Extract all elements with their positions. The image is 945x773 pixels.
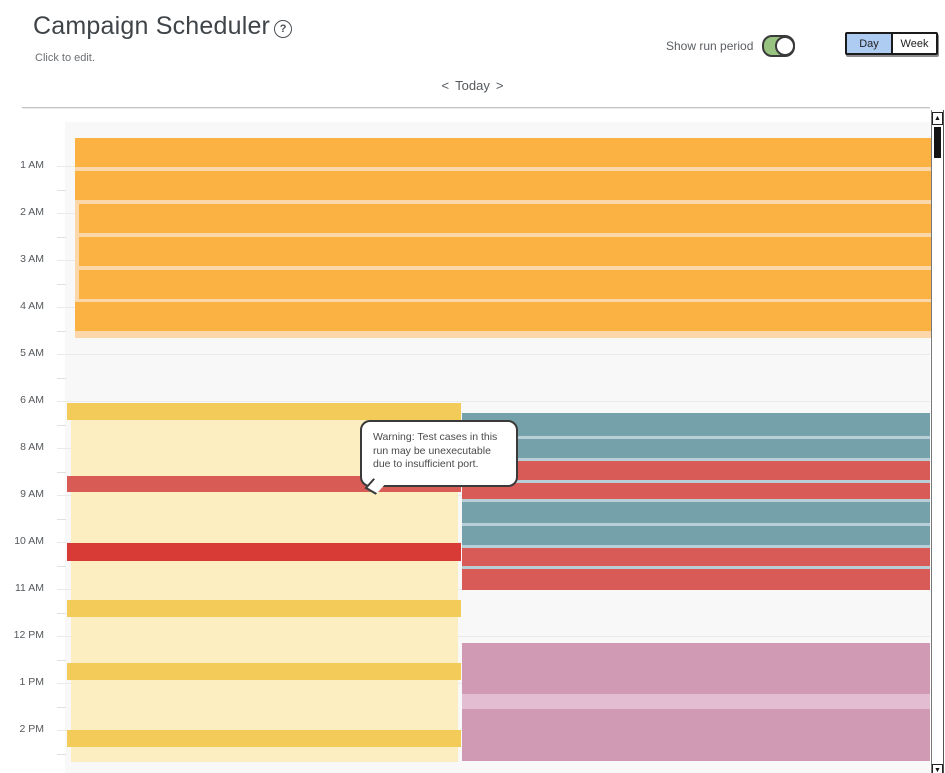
run-yellow-accents[interactable] (67, 403, 461, 747)
run-teal[interactable] (462, 413, 930, 590)
run-teal-bar[interactable] (462, 526, 930, 545)
time-label: 10 AM (14, 535, 44, 547)
half-hour-tick (57, 659, 66, 661)
run-teal-bar[interactable] (462, 483, 930, 499)
run-yellow-accents-bar[interactable] (67, 730, 461, 747)
week-button[interactable]: Week (891, 34, 936, 53)
run-teal-bar[interactable] (462, 439, 930, 458)
prev-day-button[interactable]: < (441, 78, 450, 93)
time-label: 2 AM (20, 206, 44, 218)
time-label: 1 AM (20, 159, 44, 171)
vertical-scrollbar[interactable]: ▲ ▼ (931, 110, 944, 773)
time-label: 5 AM (20, 347, 44, 359)
hour-gridline (57, 636, 930, 637)
run-yellow-accents-bar[interactable] (67, 543, 461, 561)
run-teal-bar[interactable] (462, 548, 930, 566)
run-orange-bar[interactable] (79, 204, 935, 233)
half-hour-tick (57, 330, 66, 332)
time-label: 8 AM (20, 441, 44, 453)
scroll-down-icon: ▼ (934, 767, 941, 773)
time-label: 9 AM (20, 488, 44, 500)
scroll-up-icon: ▲ (934, 115, 941, 122)
run-period-toggle[interactable] (762, 35, 796, 57)
scroll-up-button[interactable]: ▲ (932, 112, 943, 125)
run-orange-bar[interactable] (75, 138, 931, 167)
half-hour-tick (57, 612, 66, 614)
run-pink[interactable] (462, 643, 930, 761)
run-teal-bar[interactable] (462, 502, 930, 523)
today-label[interactable]: Today (455, 78, 490, 93)
run-period-label: Show run period (666, 39, 754, 53)
time-label: 12 PM (13, 629, 44, 641)
run-pink-bar[interactable] (462, 709, 930, 761)
half-hour-tick (57, 236, 66, 238)
warning-tooltip-text: Warning: Test cases in this run may be u… (373, 431, 498, 471)
half-hour-tick (57, 565, 66, 567)
hour-gridline (57, 401, 930, 402)
half-hour-tick (57, 377, 66, 379)
date-nav: < Today > (0, 78, 945, 93)
run-orange-bar[interactable] (75, 302, 931, 331)
view-switch: Day Week (845, 32, 938, 55)
half-hour-tick (57, 189, 66, 191)
warning-tooltip: Warning: Test cases in this run may be u… (360, 420, 518, 487)
run-yellow-accents-bar[interactable] (67, 663, 461, 680)
time-label: 2 PM (19, 723, 44, 735)
time-label: 6 AM (20, 394, 44, 406)
half-hour-tick (57, 424, 66, 426)
run-yellow-accents-bar[interactable] (67, 403, 461, 420)
title-row: Campaign Scheduler ? (33, 12, 293, 41)
day-button[interactable]: Day (847, 34, 891, 53)
time-label: 11 AM (15, 582, 44, 594)
run-pink-bar[interactable] (462, 643, 930, 694)
next-day-button[interactable]: > (495, 78, 504, 93)
half-hour-tick (57, 706, 66, 708)
run-teal-bar[interactable] (462, 413, 930, 436)
subtitle: Click to edit. (35, 52, 95, 64)
time-label: 3 AM (20, 253, 44, 265)
header-divider (22, 107, 930, 108)
half-hour-tick (57, 753, 66, 755)
run-orange[interactable] (75, 138, 935, 338)
hour-gridline (57, 354, 930, 355)
run-teal-bar[interactable] (462, 569, 930, 590)
half-hour-tick (57, 518, 66, 520)
run-orange-bar[interactable] (79, 270, 935, 299)
time-label: 4 AM (20, 300, 44, 312)
run-orange-bar[interactable] (75, 171, 931, 200)
run-period-control: Show run period (666, 35, 796, 57)
run-orange-bar[interactable] (79, 237, 935, 266)
chart-canvas: 1 AM 2 AM 3 AM 4 AM 5 AM 6 AM 8 AM 9 AM 10 AM 11 … (0, 122, 945, 773)
half-hour-tick (57, 283, 66, 285)
half-hour-tick (57, 471, 66, 473)
page-title[interactable]: Campaign Scheduler (33, 12, 271, 40)
time-label: 1 PM (19, 676, 44, 688)
help-icon[interactable]: ? (274, 19, 293, 38)
run-teal-bar[interactable] (462, 461, 930, 480)
scroll-down-button[interactable]: ▼ (932, 764, 943, 773)
scrollbar-thumb[interactable] (934, 127, 941, 158)
toggle-knob-icon (775, 36, 796, 56)
run-yellow-accents-bar[interactable] (67, 600, 461, 617)
